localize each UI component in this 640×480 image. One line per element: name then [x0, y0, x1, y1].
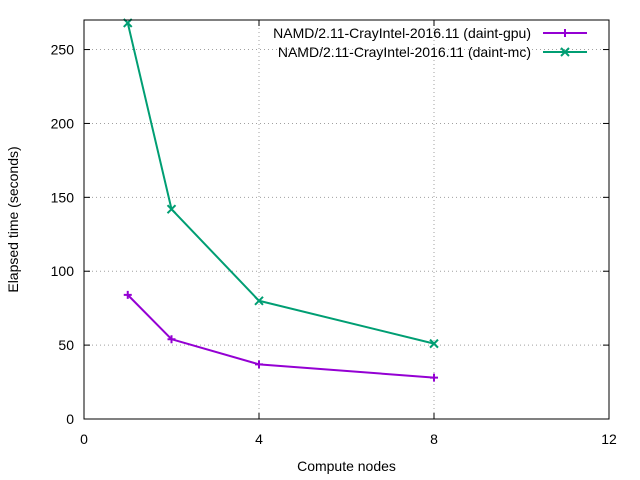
legend-marker [561, 29, 569, 37]
data-point-marker [167, 335, 176, 344]
data-point-marker [429, 338, 439, 349]
y-tick-label: 250 [51, 42, 75, 58]
y-tick-label: 100 [51, 263, 75, 279]
legend: NAMD/2.11-CrayIntel-2016.11 (daint-gpu) N… [273, 25, 587, 60]
data-point-marker [255, 360, 263, 369]
y-tick-label: 0 [66, 411, 74, 427]
legend-label: NAMD/2.11-CrayIntel-2016.11 (daint-gpu) [273, 25, 531, 41]
series-line [127, 294, 435, 379]
legend-label: NAMD/2.11-CrayIntel-2016.11 (daint-mc) [278, 44, 531, 60]
grid [84, 20, 609, 419]
x-tick-label: 0 [80, 431, 88, 447]
legend-entry: NAMD/2.11-CrayIntel-2016.11 (daint-mc) [278, 44, 587, 60]
data-point-marker [123, 290, 132, 299]
x-tick-label: 4 [255, 431, 263, 447]
tick-labels: 0 50 100 150 200 250 0 4 8 12 [51, 42, 617, 447]
x-tick-label: 12 [601, 431, 617, 447]
y-tick-label: 150 [51, 189, 75, 205]
legend-entry: NAMD/2.11-CrayIntel-2016.11 (daint-gpu) [273, 25, 587, 41]
legend-marker [560, 47, 570, 57]
data-point-marker [166, 204, 177, 214]
x-tick-label: 8 [430, 431, 438, 447]
data-point-marker [254, 296, 264, 306]
y-tick-label: 50 [58, 337, 74, 353]
axis-ticks [83, 20, 610, 420]
x-axis-label: Compute nodes [297, 458, 396, 474]
plot-frame [83, 19, 610, 420]
plot-series [123, 18, 439, 382]
series-1 [123, 290, 438, 382]
data-point-marker [430, 373, 438, 382]
series-line [126, 22, 435, 345]
y-tick-label: 200 [51, 115, 75, 131]
series-2 [123, 18, 439, 349]
y-axis-label: Elapsed time (seconds) [5, 146, 21, 292]
